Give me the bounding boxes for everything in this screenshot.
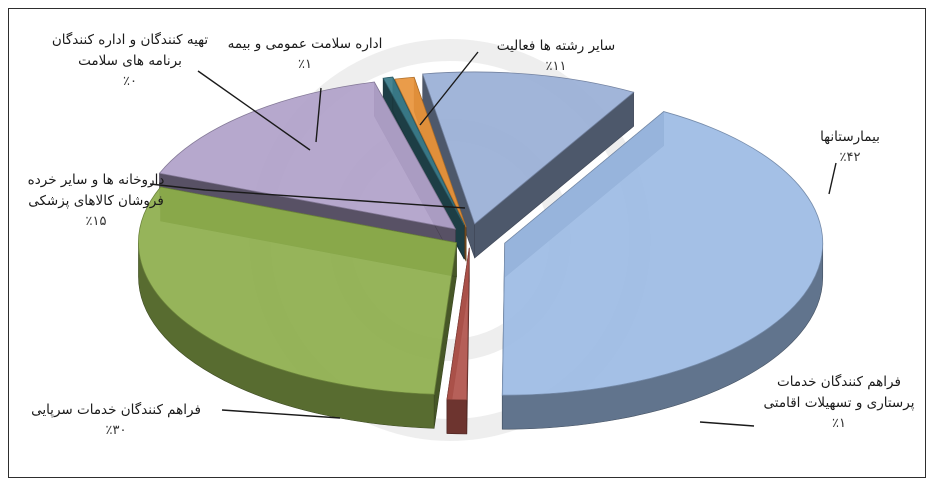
label-ambulatory: فراهم کنندگان خدمات سرپایی ٪۳۰ [16, 400, 216, 441]
label-ambulatory-percent: ٪۳۰ [105, 422, 127, 438]
plot-frame [8, 8, 926, 478]
label-ambulatory-text: فراهم کنندگان خدمات سرپایی [31, 402, 201, 418]
label-public-health-text: اداره سلامت عمومی و بیمه [227, 36, 383, 52]
pie-slice-nursing-care [446, 247, 470, 435]
leader-line-other-activities [419, 51, 479, 126]
label-other-activities: سایر رشته ها فعالیت ٪۱۱ [476, 36, 636, 77]
label-other-activities-text: سایر رشته ها فعالیت [496, 38, 616, 54]
label-other-activities-percent: ٪۱۱ [545, 58, 567, 74]
label-pharmacies: داروخانه ها و سایر خرده فروشان کالاهای پ… [16, 170, 176, 232]
leader-line-hospitals [828, 162, 837, 195]
label-pharmacies-text: داروخانه ها و سایر خرده فروشان کالاهای پ… [27, 172, 165, 209]
leader-line-public-health [315, 87, 322, 143]
label-program-providers-percent: ٪۰ [123, 73, 137, 89]
label-hospitals-text: بیمارستانها [820, 129, 880, 145]
leader-line-pharmacies [149, 183, 466, 209]
label-nursing-care-text: فراهم کنندگان خدمات پرستاری و تسهیلات اق… [763, 374, 915, 411]
pie-slice-hospitals [501, 110, 824, 430]
leader-line-program-providers [197, 70, 311, 151]
label-nursing-care-percent: ٪۱ [832, 415, 846, 431]
leader-line-nursing-care [699, 421, 755, 427]
label-hospitals: بیمارستانها ٪۴۲ [790, 127, 910, 168]
label-public-health: اداره سلامت عمومی و بیمه ٪۱ [225, 34, 385, 75]
pie-slice-ambulatory [138, 186, 457, 429]
label-public-health-percent: ٪۱ [298, 56, 312, 72]
label-program-providers-text: تهیه کنندگان و اداره کنندگان برنامه های … [51, 32, 209, 69]
label-hospitals-percent: ٪۴۲ [839, 149, 861, 165]
label-nursing-care: فراهم کنندگان خدمات پرستاری و تسهیلات اق… [760, 372, 918, 434]
label-pharmacies-percent: ٪۱۵ [85, 213, 107, 229]
pie-slice-other-activities [422, 71, 635, 259]
leader-line-ambulatory [221, 409, 341, 419]
label-program-providers: تهیه کنندگان و اداره کنندگان برنامه های … [40, 30, 220, 92]
